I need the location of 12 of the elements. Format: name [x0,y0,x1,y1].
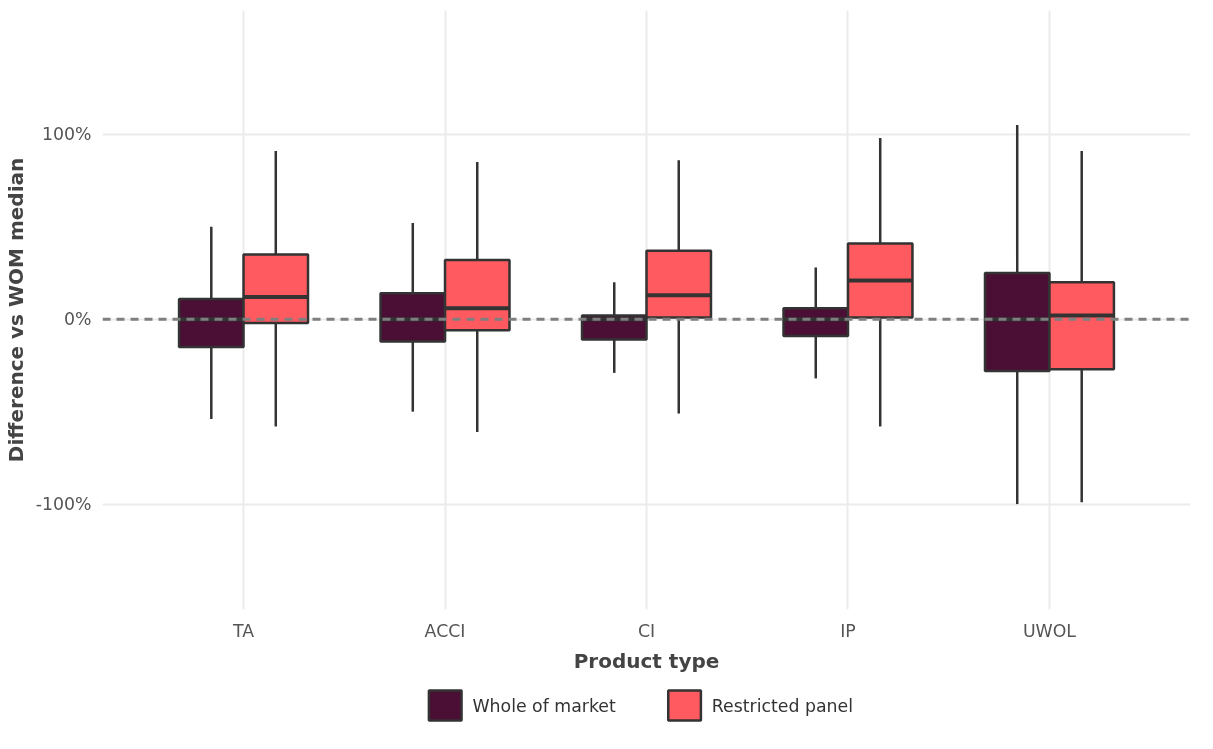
x-axis-title: Product type [573,648,720,673]
y-tick-label: 0% [64,309,92,330]
y-tick-label: 100% [41,124,92,145]
x-tick-label: UWOL [1022,620,1077,641]
x-tick-label: ACCI [424,620,466,641]
y-axis-title: Difference vs WOM median [3,157,28,463]
x-tick-label: IP [840,620,856,641]
x-tick-label: CI [637,620,656,641]
x-tick-label: TA [231,620,255,641]
legend-label: Whole of market [472,695,617,716]
y-tick-label: -100% [35,494,92,515]
legend-label: Restricted panel [711,695,854,716]
